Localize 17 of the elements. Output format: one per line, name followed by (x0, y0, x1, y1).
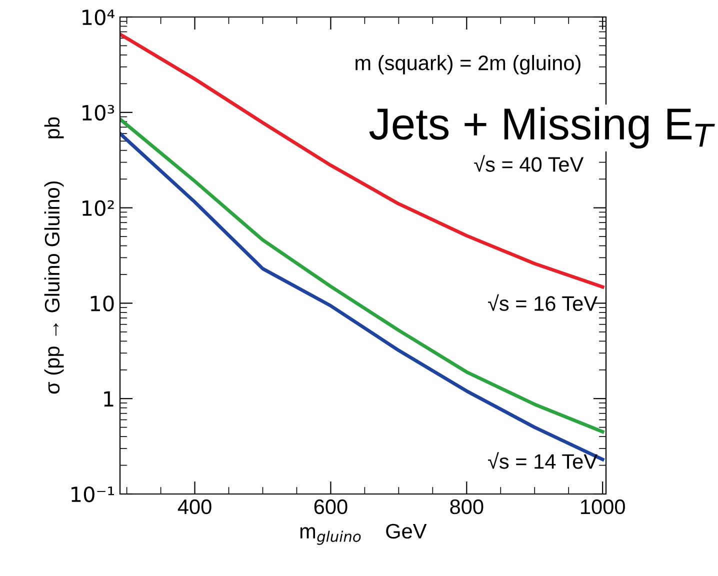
text: √s = 40 TeV (474, 155, 584, 172)
y-tick-label: 1 (104, 391, 114, 407)
y-tick-label: 10² (82, 200, 114, 216)
annotation: Jets + Missing E$_{T}$ (369, 107, 715, 149)
x-tick-label: 400 (178, 499, 212, 514)
text: m$_{gluino}$ GeV (300, 524, 427, 545)
annotation: m (squark) = 2m (gluino) (356, 54, 580, 74)
y-tick-label: 10³ (82, 104, 114, 121)
y-axis-title: σ (pp → Gluino Gluino) pb (44, 117, 64, 394)
x-tick-label: 600 (314, 499, 348, 514)
text: √s = 16 TeV (488, 294, 598, 311)
y-tick-label: 10 (90, 296, 114, 312)
x-tick-label: 1000 (581, 499, 625, 514)
series-label: √s = 14 TeV (488, 452, 598, 469)
y-tick-label: 10⁻¹ (72, 486, 114, 502)
y-tick-label: 10⁴ (82, 9, 114, 26)
x-tick-label: 800 (450, 499, 484, 514)
